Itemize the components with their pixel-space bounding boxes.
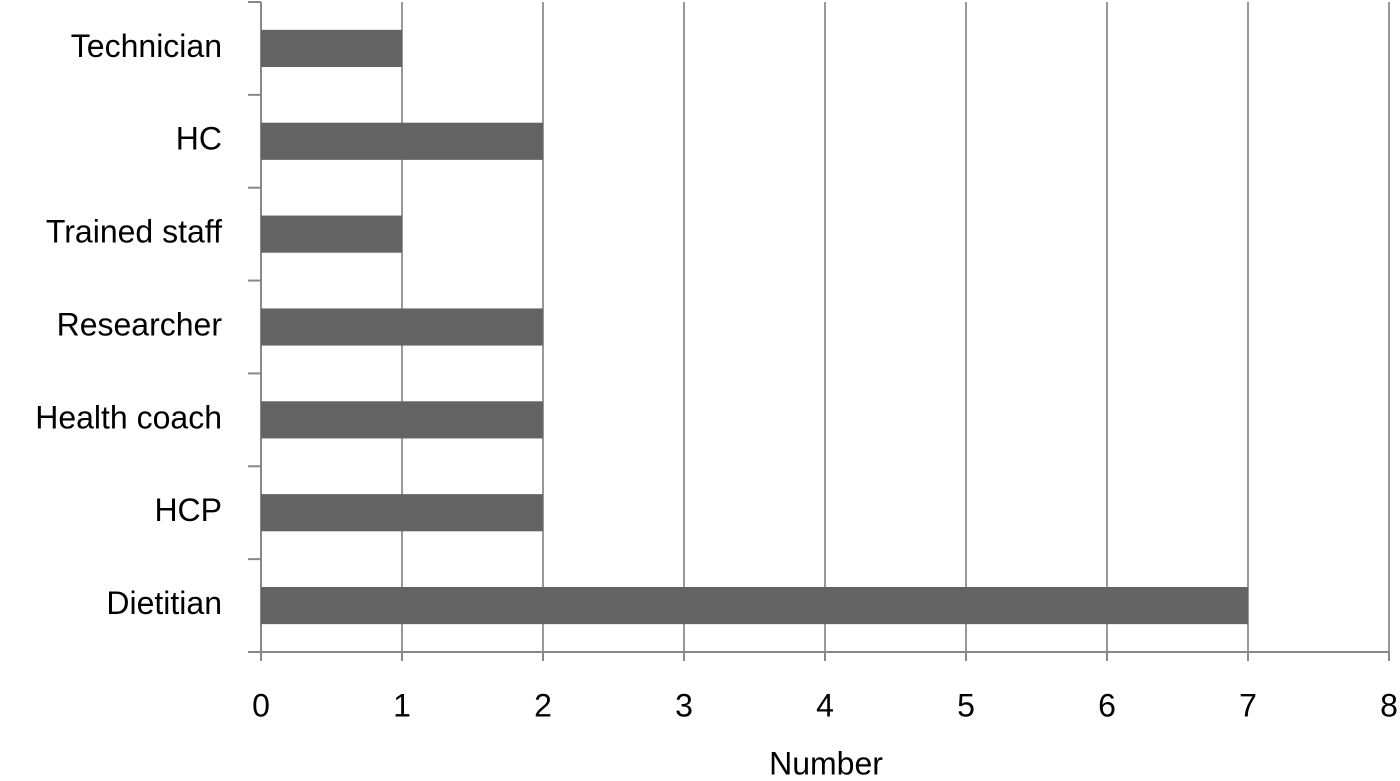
y-tick-label: Technician [71,28,222,64]
x-tick-label: 6 [1098,687,1116,723]
y-tick-label: Dietitian [106,585,222,621]
y-tick-label: Trained staff [46,214,222,250]
y-tick-label: Health coach [35,399,222,435]
bar [261,401,543,439]
x-tick-label: 2 [534,687,552,723]
x-tick-label: 3 [675,687,693,723]
y-tick-label: HC [176,121,222,157]
y-tick-label: HCP [154,492,222,528]
x-axis-title: Number [769,745,883,781]
bar [261,122,543,160]
y-tick-label: Researcher [57,306,223,342]
bar [261,29,402,67]
bar [261,494,543,532]
x-tick-label: 0 [252,687,270,723]
x-tick-label: 1 [393,687,411,723]
x-tick-label: 7 [1239,687,1257,723]
x-tick-label: 5 [957,687,975,723]
x-tick-label: 4 [816,687,834,723]
x-tick-label: 8 [1380,687,1398,723]
bar [261,587,1248,625]
bar [261,215,402,253]
bar [261,308,543,346]
